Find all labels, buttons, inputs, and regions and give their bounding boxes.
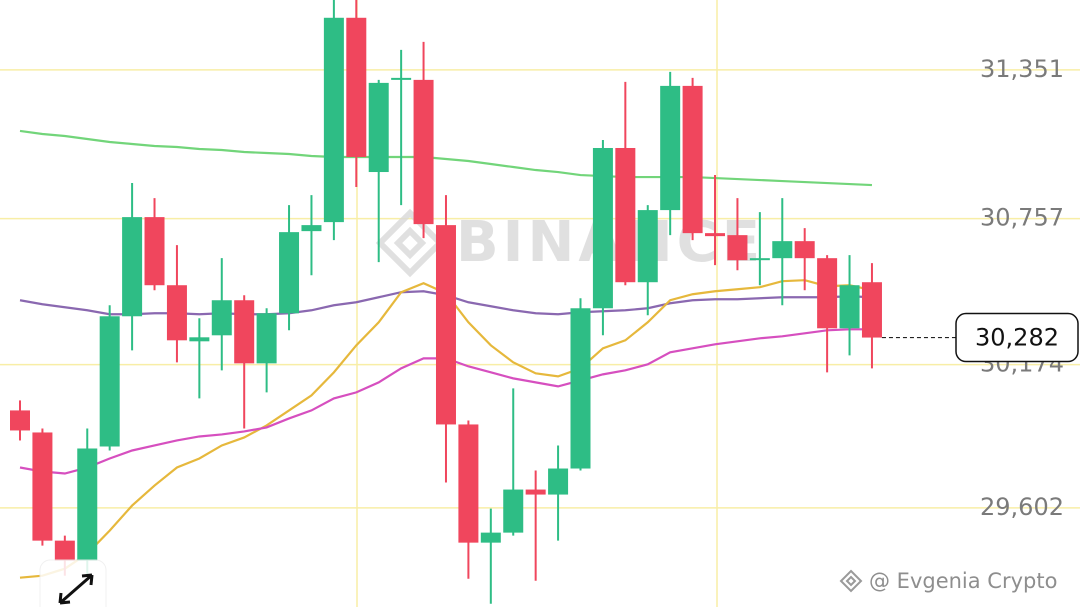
credit-logo: [839, 569, 863, 593]
candle-body: [861, 282, 882, 338]
last-price: 30,282: [881, 312, 1079, 363]
candle-body: [32, 432, 53, 541]
y-tick-label: 30,757: [980, 204, 1064, 232]
candle-body: [99, 316, 120, 447]
candle-body: [749, 258, 770, 261]
candle-body: [458, 424, 479, 543]
candle-body: [391, 77, 412, 80]
candle-body: [772, 241, 793, 259]
candle-body: [705, 233, 726, 237]
y-tick-label: 31,351: [980, 55, 1064, 83]
candle-body: [615, 147, 636, 283]
candles: [10, 0, 882, 604]
candle-body: [525, 489, 546, 495]
candle-body: [10, 410, 30, 431]
candle-body: [189, 337, 210, 342]
expand-button-bg[interactable]: [39, 559, 107, 607]
credit-text: @ Evgenia Crypto: [869, 569, 1057, 593]
expand-icon[interactable]: [58, 573, 94, 605]
credit: @ Evgenia Crypto: [839, 569, 1057, 593]
candle-body: [54, 540, 75, 561]
candle-body: [817, 258, 838, 329]
candle-body: [144, 217, 165, 286]
candle-body: [279, 232, 300, 314]
candle-body: [368, 82, 389, 173]
candle-body: [301, 225, 322, 232]
candle-body: [256, 313, 277, 364]
candle-body: [346, 17, 367, 158]
candle-body: [166, 285, 187, 341]
candle-body: [435, 225, 456, 425]
last-price-label: 30,282: [975, 324, 1059, 352]
expand-button[interactable]: [39, 559, 107, 607]
candle-body: [413, 79, 434, 225]
candle-body: [77, 448, 98, 561]
candle-body: [637, 210, 658, 283]
candle-body: [592, 147, 613, 309]
candle-body: [234, 300, 255, 364]
candle-body: [211, 300, 232, 336]
candle-body: [503, 489, 524, 533]
candle-body: [839, 285, 860, 329]
watermark-logo: [375, 208, 445, 278]
candle-body: [682, 85, 703, 234]
candle-body: [570, 308, 591, 469]
candle-body: [122, 217, 143, 317]
candle-body: [794, 241, 815, 259]
y-tick-label: 29,602: [980, 493, 1064, 521]
candle-body: [660, 85, 681, 211]
candle-body: [480, 532, 501, 543]
last-price-box: [955, 312, 1079, 363]
candle-body: [727, 235, 748, 261]
candle-body: [548, 468, 569, 495]
moving-average-line: [19, 129, 873, 187]
candle-body: [323, 17, 344, 223]
